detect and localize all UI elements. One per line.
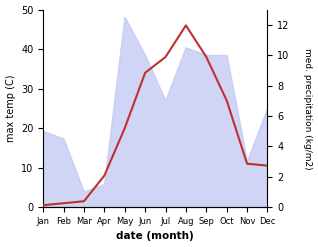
Y-axis label: med. precipitation (kg/m2): med. precipitation (kg/m2) (303, 48, 313, 169)
Y-axis label: max temp (C): max temp (C) (5, 75, 16, 142)
X-axis label: date (month): date (month) (116, 231, 194, 242)
